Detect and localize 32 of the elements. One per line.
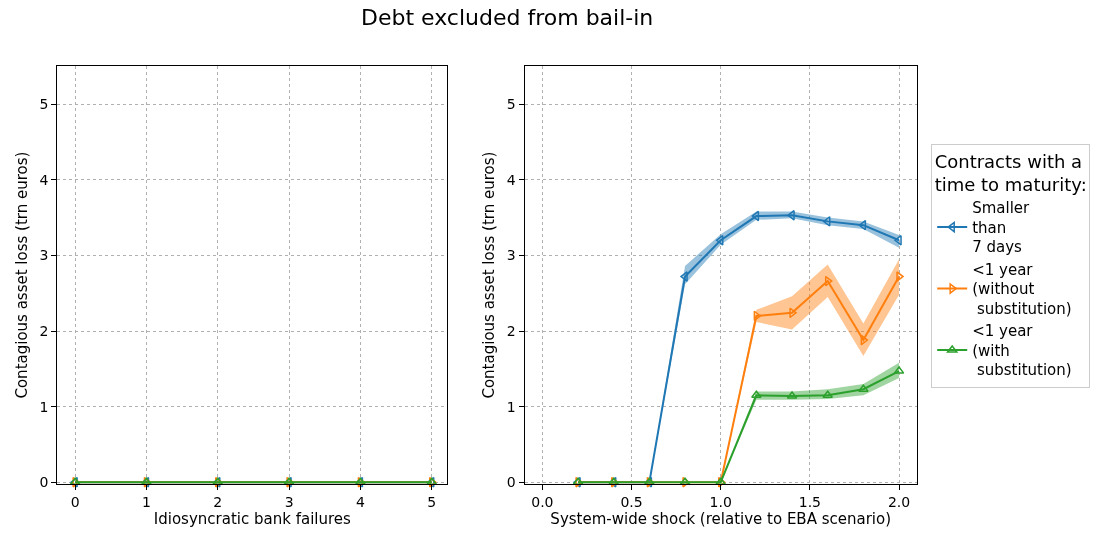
x-tick-label: 1 bbox=[141, 493, 151, 510]
x-tick-label: 5 bbox=[427, 493, 437, 510]
legend-label: Smaller than 7 days bbox=[972, 199, 1031, 257]
x-tick-label: 0.0 bbox=[531, 493, 554, 510]
legend-label: <1 year (with substitution) bbox=[972, 322, 1072, 380]
y-tick-label: 5 bbox=[39, 96, 49, 113]
y-tick-label: 2 bbox=[39, 322, 49, 339]
y-tick-label: 4 bbox=[506, 171, 516, 188]
x-tick-label: 1.0 bbox=[709, 493, 732, 510]
y-axis-title: Contagious asset loss (trn euros) bbox=[12, 151, 31, 399]
legend-label: <1 year (without substitution) bbox=[972, 260, 1072, 318]
y-tick-label: 0 bbox=[39, 474, 49, 491]
x-tick-label: 4 bbox=[355, 493, 365, 510]
y-tick-label: 5 bbox=[506, 96, 516, 113]
legend-title: Contracts with a time to maturity: bbox=[934, 150, 1087, 196]
y-tick-label: 1 bbox=[39, 398, 49, 415]
y-tick-label: 2 bbox=[506, 322, 516, 339]
text: Debt excluded from bail-in bbox=[361, 5, 654, 30]
y-axis-title: Contagious asset loss (trn euros) bbox=[480, 151, 499, 399]
y-tick-label: 3 bbox=[506, 247, 516, 264]
x-tick-label: 2 bbox=[213, 493, 223, 510]
y-tick-label: 1 bbox=[506, 398, 516, 415]
y-tick-label: 3 bbox=[39, 247, 49, 264]
x-tick-label: 3 bbox=[284, 493, 294, 510]
y-tick-label: 4 bbox=[39, 171, 49, 188]
x-axis-title: Idiosyncratic bank failures bbox=[153, 509, 352, 528]
x-tick-label: 2.0 bbox=[887, 493, 911, 510]
x-tick-label: 1.5 bbox=[798, 493, 821, 510]
x-tick-label: 0.5 bbox=[620, 493, 643, 510]
y-tick-label: 0 bbox=[506, 474, 516, 491]
x-tick-label: 0 bbox=[70, 493, 80, 510]
x-axis-title: System-wide shock (relative to EBA scenario) bbox=[550, 509, 892, 528]
